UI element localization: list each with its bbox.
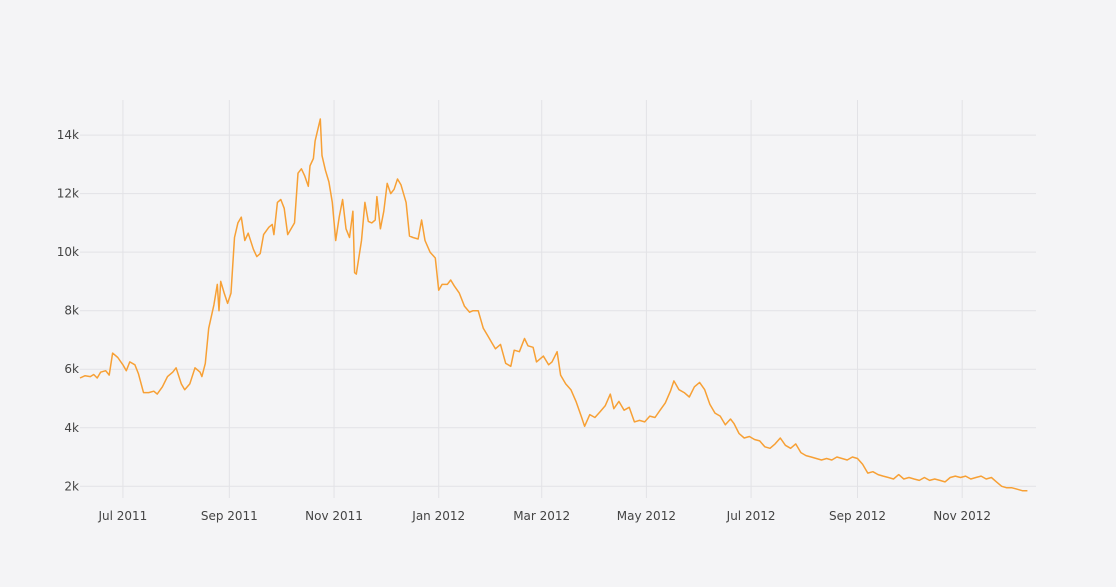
x-tick-label: Mar 2012: [513, 509, 570, 523]
y-tick-label: 14k: [57, 128, 79, 142]
y-tick-label: 10k: [57, 245, 79, 259]
y-gridlines: [80, 134, 1036, 487]
x-tick-label: Jan 2012: [411, 509, 465, 523]
x-tick-label: May 2012: [617, 509, 676, 523]
x-tick-label: Jul 2011: [97, 509, 147, 523]
x-tick-label: Jul 2012: [726, 509, 776, 523]
x-tick-label: Nov 2012: [933, 509, 991, 523]
series-line: [79, 118, 1028, 492]
y-tick-label: 6k: [64, 362, 79, 376]
y-tick-label: 4k: [64, 421, 79, 435]
x-tick-label: Sep 2011: [201, 509, 258, 523]
y-axis-ticks: 2k 4k 6k 8k 10k 12k 14k: [57, 128, 79, 493]
plot-area: [79, 118, 1028, 492]
x-axis-ticks: Jul 2011 Sep 2011 Nov 2011 Jan 2012 Mar 2012…: [97, 509, 991, 523]
x-tick-label: Nov 2011: [305, 509, 363, 523]
y-tick-label: 2k: [64, 479, 79, 493]
x-tick-label: Sep 2012: [829, 509, 886, 523]
y-tick-label: 12k: [57, 187, 79, 201]
y-tick-label: 8k: [64, 304, 79, 318]
